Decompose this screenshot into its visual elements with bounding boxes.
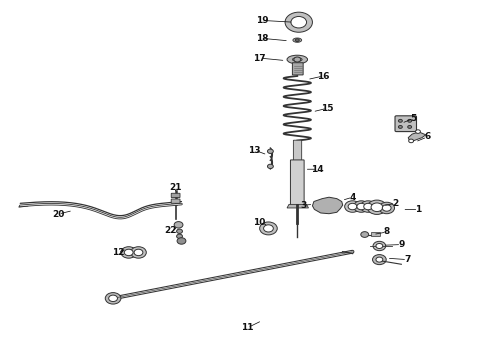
Circle shape — [176, 229, 182, 233]
FancyBboxPatch shape — [291, 160, 304, 206]
Circle shape — [177, 238, 186, 244]
Circle shape — [295, 39, 299, 41]
Text: 14: 14 — [311, 165, 323, 174]
FancyBboxPatch shape — [395, 116, 416, 132]
Text: 8: 8 — [384, 228, 390, 237]
Circle shape — [176, 234, 182, 238]
Circle shape — [294, 57, 301, 62]
Circle shape — [408, 126, 412, 129]
Text: 5: 5 — [411, 114, 416, 123]
Text: 4: 4 — [349, 193, 356, 202]
Circle shape — [260, 222, 277, 235]
Circle shape — [371, 203, 383, 212]
Ellipse shape — [293, 38, 302, 42]
Circle shape — [121, 247, 137, 258]
Text: 19: 19 — [256, 16, 269, 25]
FancyBboxPatch shape — [371, 232, 380, 237]
Circle shape — [174, 222, 183, 228]
Text: 17: 17 — [253, 54, 266, 63]
Circle shape — [376, 243, 383, 248]
Polygon shape — [408, 132, 426, 142]
Circle shape — [379, 202, 394, 214]
Circle shape — [398, 120, 402, 122]
Text: 15: 15 — [321, 104, 333, 113]
Circle shape — [353, 201, 369, 212]
Text: 11: 11 — [241, 323, 254, 332]
Circle shape — [105, 293, 121, 304]
Circle shape — [131, 247, 147, 258]
Polygon shape — [287, 204, 309, 208]
Text: 20: 20 — [52, 210, 65, 219]
Circle shape — [285, 12, 313, 32]
Text: 10: 10 — [253, 218, 266, 227]
Text: 9: 9 — [398, 240, 405, 249]
Text: 22: 22 — [165, 226, 177, 235]
Circle shape — [372, 255, 386, 265]
Circle shape — [357, 203, 366, 210]
Circle shape — [367, 200, 387, 215]
Circle shape — [295, 20, 302, 25]
Circle shape — [134, 249, 143, 256]
Circle shape — [124, 249, 133, 256]
Text: 13: 13 — [248, 146, 261, 155]
Circle shape — [268, 149, 273, 153]
Circle shape — [360, 201, 376, 212]
Text: 1: 1 — [416, 205, 421, 214]
Circle shape — [408, 120, 412, 122]
Circle shape — [382, 205, 391, 211]
FancyBboxPatch shape — [171, 199, 180, 203]
FancyBboxPatch shape — [294, 140, 302, 162]
Circle shape — [264, 225, 273, 232]
Circle shape — [348, 203, 357, 210]
Ellipse shape — [287, 55, 308, 64]
FancyBboxPatch shape — [293, 63, 303, 75]
Ellipse shape — [293, 58, 302, 62]
Circle shape — [344, 201, 360, 212]
Circle shape — [409, 139, 414, 143]
Circle shape — [398, 126, 402, 129]
Text: 12: 12 — [112, 248, 124, 257]
Text: 16: 16 — [317, 72, 329, 81]
Circle shape — [416, 130, 420, 134]
Circle shape — [291, 17, 307, 28]
Circle shape — [268, 164, 273, 168]
Circle shape — [364, 203, 372, 210]
Text: 2: 2 — [392, 199, 399, 208]
FancyBboxPatch shape — [171, 193, 180, 198]
Circle shape — [376, 257, 383, 262]
Circle shape — [361, 231, 368, 237]
Circle shape — [109, 295, 118, 302]
Circle shape — [373, 241, 386, 251]
Polygon shape — [313, 197, 343, 214]
Text: 6: 6 — [424, 132, 430, 141]
Text: 3: 3 — [300, 201, 307, 210]
Text: 18: 18 — [256, 34, 269, 43]
Text: 21: 21 — [170, 183, 182, 192]
Text: 7: 7 — [404, 255, 411, 264]
